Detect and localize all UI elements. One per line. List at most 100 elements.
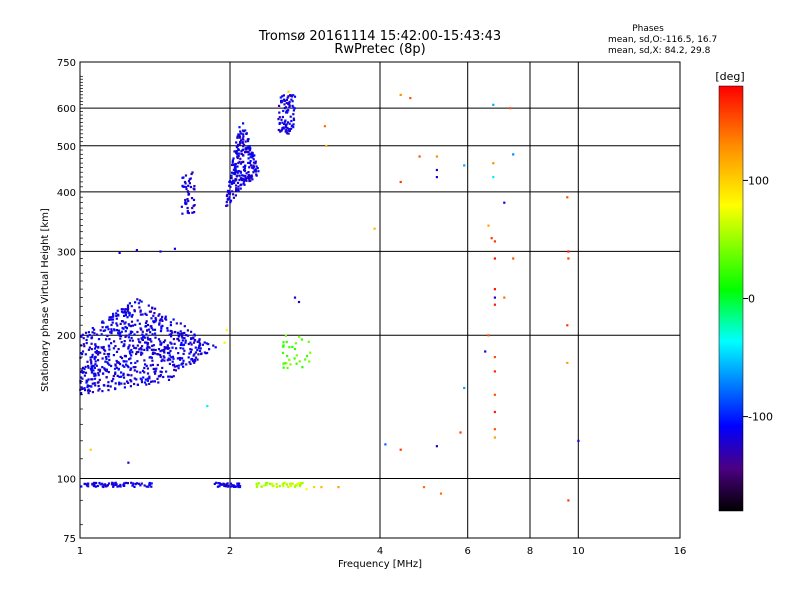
data-point bbox=[247, 157, 250, 160]
data-point bbox=[284, 123, 287, 126]
data-point bbox=[285, 129, 288, 132]
data-point bbox=[193, 358, 196, 362]
data-point bbox=[129, 385, 132, 388]
data-point bbox=[184, 185, 188, 189]
data-point bbox=[181, 184, 184, 187]
data-point bbox=[101, 326, 104, 329]
data-point bbox=[288, 128, 291, 131]
data-point bbox=[159, 318, 162, 321]
data-point bbox=[181, 176, 184, 179]
data-point bbox=[182, 359, 185, 362]
data-point bbox=[231, 484, 234, 487]
data-point bbox=[198, 342, 202, 345]
data-point bbox=[237, 189, 240, 192]
data-point bbox=[237, 185, 240, 188]
data-point bbox=[241, 129, 245, 132]
data-point bbox=[435, 155, 438, 158]
data-point bbox=[301, 481, 304, 485]
data-point bbox=[134, 483, 137, 486]
data-point bbox=[282, 126, 285, 129]
data-point bbox=[123, 310, 127, 313]
data-point bbox=[225, 194, 228, 197]
data-point bbox=[156, 377, 159, 380]
data-point bbox=[81, 377, 84, 380]
data-point bbox=[106, 361, 109, 364]
data-point bbox=[254, 162, 257, 165]
data-point bbox=[150, 485, 153, 488]
data-point bbox=[184, 339, 187, 342]
data-point bbox=[235, 187, 238, 190]
data-point bbox=[252, 171, 255, 174]
data-point bbox=[313, 486, 316, 489]
data-point bbox=[120, 334, 123, 338]
data-point bbox=[236, 135, 239, 138]
data-point bbox=[96, 484, 99, 488]
data-point bbox=[289, 115, 292, 118]
data-point bbox=[158, 322, 161, 325]
data-point bbox=[133, 309, 136, 312]
data-point bbox=[242, 180, 246, 183]
data-point bbox=[118, 381, 121, 384]
data-point bbox=[181, 332, 184, 335]
data-point bbox=[141, 345, 144, 348]
data-point bbox=[292, 113, 295, 116]
data-point bbox=[161, 349, 164, 352]
data-point bbox=[147, 304, 150, 307]
data-point bbox=[292, 117, 295, 120]
data-point bbox=[115, 312, 118, 315]
data-point bbox=[281, 115, 284, 119]
data-point bbox=[285, 98, 288, 101]
data-point bbox=[81, 371, 84, 374]
data-point bbox=[81, 353, 84, 356]
data-point bbox=[133, 369, 136, 372]
data-point bbox=[110, 364, 113, 368]
data-point bbox=[109, 331, 112, 334]
data-point bbox=[213, 482, 216, 485]
data-point bbox=[189, 348, 192, 351]
data-point bbox=[110, 323, 113, 327]
data-point bbox=[239, 171, 242, 174]
data-point bbox=[248, 178, 251, 181]
data-point bbox=[166, 327, 169, 330]
plot-frame bbox=[79, 61, 681, 539]
data-point bbox=[107, 381, 110, 384]
data-point bbox=[166, 359, 169, 362]
data-point bbox=[127, 347, 130, 350]
data-point bbox=[134, 323, 137, 326]
data-point bbox=[164, 315, 167, 318]
data-point bbox=[88, 346, 91, 349]
data-point bbox=[184, 198, 187, 202]
data-point bbox=[323, 125, 326, 128]
data-point bbox=[117, 313, 120, 316]
data-point bbox=[116, 485, 119, 488]
data-point bbox=[245, 179, 248, 182]
data-point bbox=[123, 386, 126, 389]
data-point bbox=[154, 348, 157, 352]
data-point bbox=[150, 348, 153, 351]
data-point bbox=[181, 343, 184, 347]
data-point bbox=[180, 363, 183, 366]
data-point bbox=[114, 483, 117, 486]
data-point bbox=[143, 381, 147, 384]
data-point bbox=[91, 366, 94, 369]
data-point bbox=[168, 362, 171, 365]
data-point bbox=[140, 300, 143, 303]
data-point bbox=[84, 389, 87, 392]
stats-o-mode: mean, sd,O:-116.5, 16.7 bbox=[608, 35, 717, 45]
data-point bbox=[279, 96, 282, 99]
data-point bbox=[130, 348, 133, 352]
data-point bbox=[103, 352, 106, 355]
data-point bbox=[249, 164, 252, 167]
data-point bbox=[167, 375, 170, 378]
data-point bbox=[492, 176, 495, 179]
data-point bbox=[148, 481, 151, 485]
data-point bbox=[123, 376, 126, 379]
data-point bbox=[224, 484, 227, 487]
data-point bbox=[247, 138, 250, 141]
data-point bbox=[239, 157, 242, 160]
data-point bbox=[287, 90, 290, 93]
data-point bbox=[194, 351, 197, 354]
data-point bbox=[257, 170, 260, 173]
data-point bbox=[84, 365, 87, 368]
data-point bbox=[112, 484, 115, 487]
